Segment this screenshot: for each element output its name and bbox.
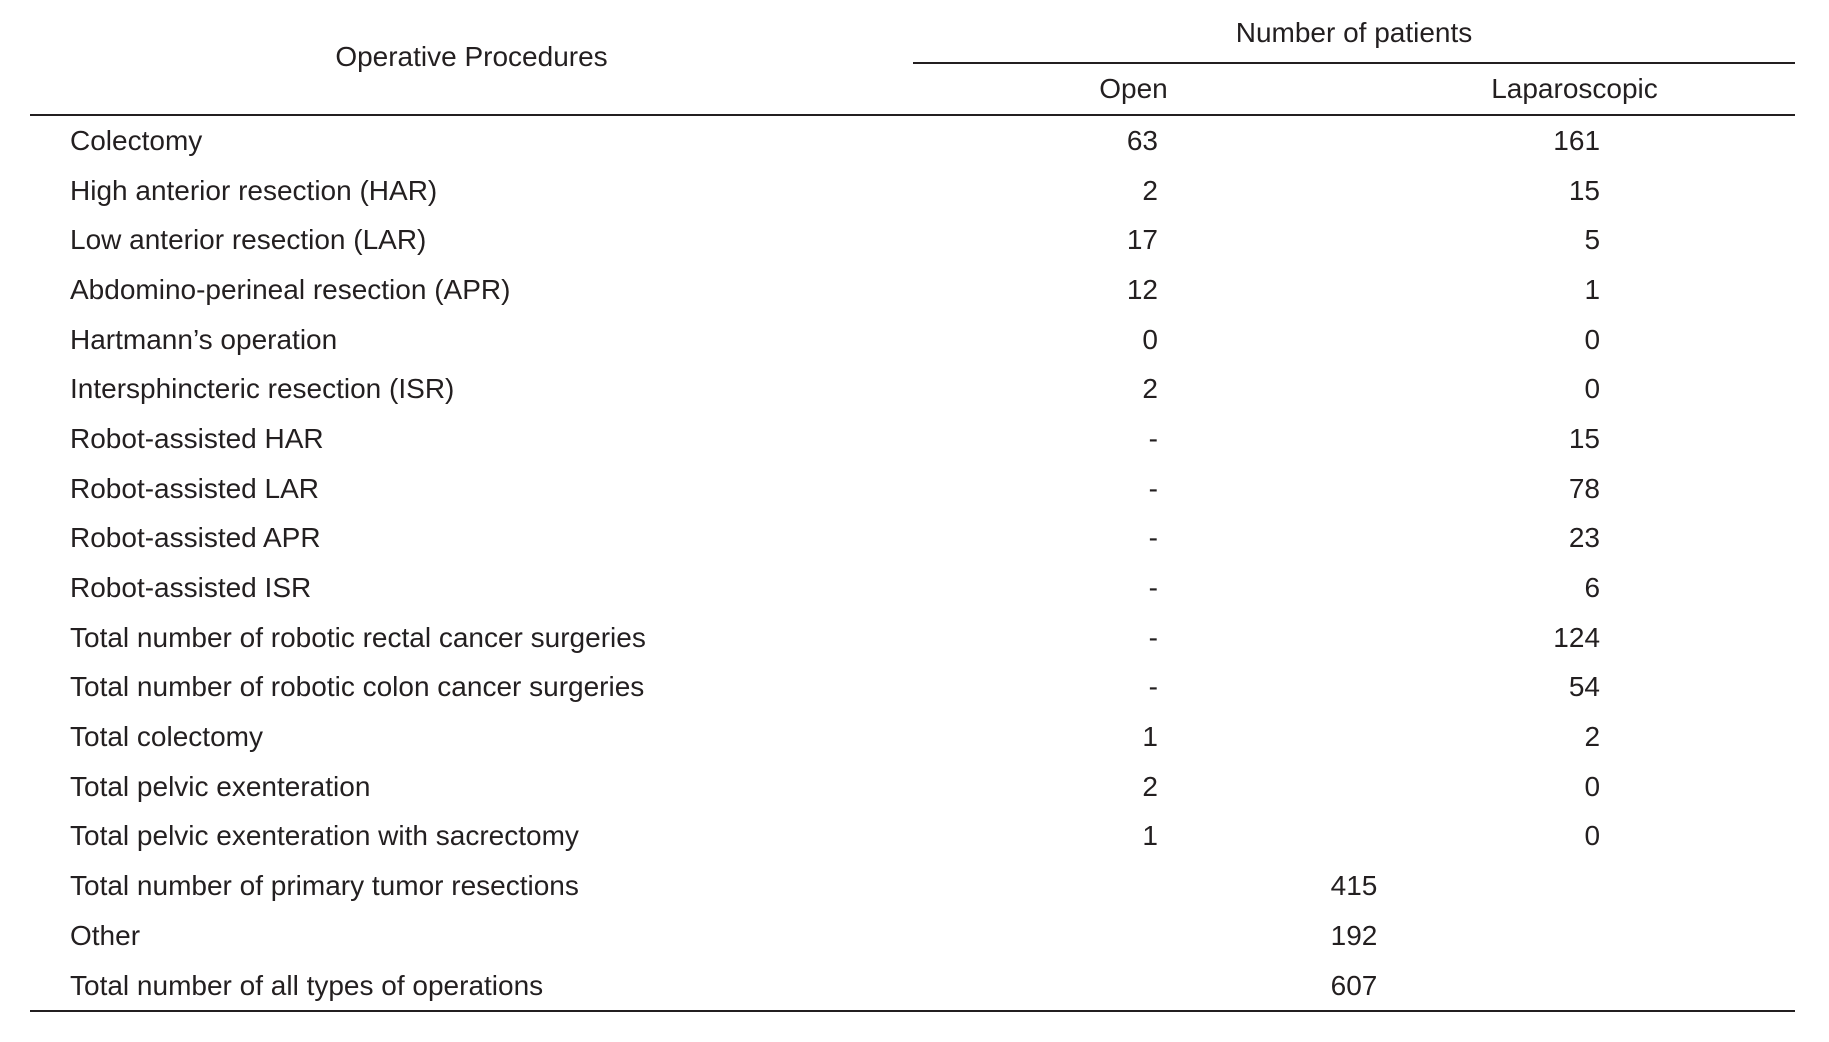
table-row: Total number of all types of operations …: [30, 960, 1796, 1013]
table-row: Total pelvic exenteration 2 0: [30, 762, 1795, 812]
laparoscopic-value: 5: [1584, 224, 1601, 256]
table-row: Robot-assisted LAR - 78: [30, 464, 1795, 514]
open-value: -: [1148, 671, 1158, 703]
laparoscopic-value: 161: [1553, 124, 1601, 156]
operative-procedures-table: Operative Procedures Number of patients …: [30, 0, 1796, 1013]
open-value: -: [1148, 572, 1158, 604]
laparoscopic-value: 1: [1584, 273, 1601, 305]
open-value: 2: [1142, 770, 1158, 802]
procedures-column-header: Operative Procedures: [30, 0, 913, 116]
laparoscopic-value: 0: [1584, 323, 1601, 355]
procedure-label: Other: [70, 919, 141, 951]
procedure-label: Robot-assisted LAR: [70, 472, 320, 504]
table-row: Total pelvic exenteration with sacrectom…: [30, 812, 1795, 862]
procedure-label: Total number of robotic colon cancer sur…: [70, 671, 645, 703]
header-row-group: Operative Procedures Number of patients: [30, 0, 1796, 116]
table-row: Total number of robotic rectal cancer su…: [30, 613, 1795, 663]
procedure-label: Robot-assisted APR: [70, 522, 321, 554]
laparoscopic-value: 78: [1568, 472, 1601, 504]
header-row-sub: Open Laparoscopic: [30, 63, 1796, 116]
procedure-label: Total number of robotic rectal cancer su…: [70, 621, 646, 653]
open-value: 12: [1126, 273, 1158, 305]
laparoscopic-value: 2: [1584, 721, 1601, 753]
table-row: Abdomino-perineal resection (APR) 12 1: [30, 265, 1795, 315]
procedure-label: Total number of primary tumor resections: [70, 870, 579, 902]
table-row: Total number of primary tumor resections…: [30, 861, 1795, 911]
laparoscopic-value: 0: [1584, 770, 1601, 802]
procedure-label: Hartmann’s operation: [70, 323, 338, 355]
open-value: 2: [1142, 373, 1158, 405]
procedure-label: Low anterior resection (LAR): [70, 224, 427, 256]
table-row: Robot-assisted APR - 23: [30, 514, 1795, 564]
table-row: Robot-assisted HAR - 15: [30, 414, 1795, 464]
open-value: -: [1148, 472, 1158, 504]
open-value: -: [1148, 621, 1158, 653]
number-of-patients-header: Number of patients: [913, 0, 1796, 64]
laparoscopic-value: 6: [1584, 572, 1601, 604]
table-row: Other 192: [30, 911, 1795, 961]
procedure-label: Total pelvic exenteration with sacrectom…: [70, 820, 579, 852]
procedure-label: Intersphincteric resection (ISR): [70, 373, 455, 405]
table-header: Operative Procedures Number of patients …: [30, 0, 1796, 116]
open-column-header: Open: [913, 63, 1354, 116]
open-value: -: [1148, 522, 1158, 554]
laparoscopic-value: 124: [1553, 621, 1601, 653]
procedure-label: Colectomy: [70, 124, 203, 156]
open-value: 63: [1126, 124, 1158, 156]
laparoscopic-value: 0: [1584, 820, 1601, 852]
procedure-label: Total pelvic exenteration: [70, 770, 371, 802]
table-row: Robot-assisted ISR - 6: [30, 563, 1795, 613]
open-value: 2: [1142, 174, 1158, 206]
laparoscopic-value: 0: [1584, 373, 1601, 405]
laparoscopic-value: 15: [1568, 174, 1601, 206]
procedure-label: Abdomino-perineal resection (APR): [70, 273, 511, 305]
table-body: Colectomy 63 161 High anterior resection…: [30, 115, 1796, 1013]
open-value: 1: [1142, 721, 1158, 753]
laparoscopic-column-header: Laparoscopic: [1354, 63, 1796, 116]
open-value: 1: [1142, 820, 1158, 852]
procedure-label: Total number of all types of operations: [30, 960, 913, 1013]
laparoscopic-value: 54: [1568, 671, 1601, 703]
procedure-label: Robot-assisted HAR: [70, 422, 324, 454]
open-value: -: [1148, 422, 1158, 454]
combined-value: 607: [913, 960, 1796, 1013]
table-row: Total number of robotic colon cancer sur…: [30, 663, 1795, 713]
combined-value: 415: [1330, 870, 1378, 902]
open-value: 17: [1126, 224, 1158, 256]
table-row: Colectomy 63 161: [30, 115, 1795, 166]
table-row: Intersphincteric resection (ISR) 2 0: [30, 364, 1795, 414]
combined-value: 192: [1330, 919, 1378, 951]
open-value: 0: [1142, 323, 1158, 355]
procedure-label: Robot-assisted ISR: [70, 572, 312, 604]
procedure-label: Total colectomy: [70, 721, 263, 753]
table-row: Hartmann’s operation 0 0: [30, 315, 1795, 365]
table-row: Low anterior resection (LAR) 17 5: [30, 215, 1795, 265]
laparoscopic-value: 23: [1568, 522, 1601, 554]
laparoscopic-value: 15: [1568, 422, 1601, 454]
table-row: Total colectomy 1 2: [30, 712, 1795, 762]
table-row: High anterior resection (HAR) 2 15: [30, 166, 1795, 216]
procedure-label: High anterior resection (HAR): [70, 174, 438, 206]
